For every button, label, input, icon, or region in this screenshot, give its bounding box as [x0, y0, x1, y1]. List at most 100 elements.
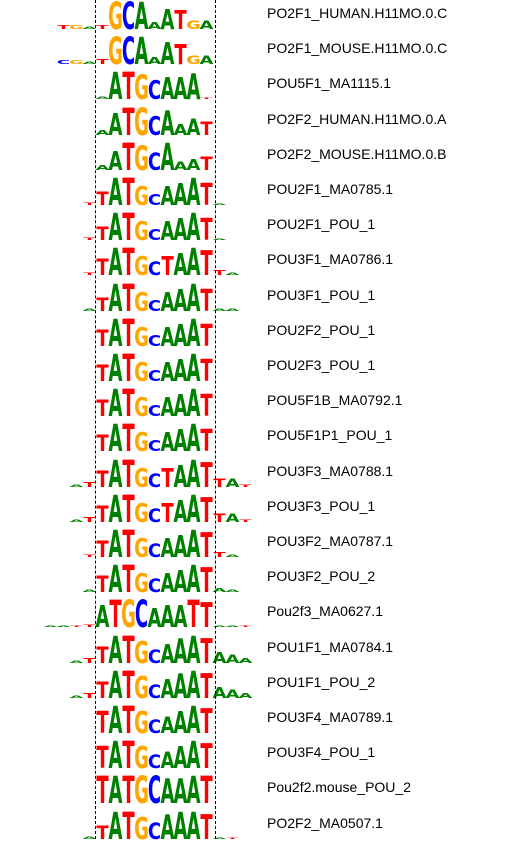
- logo-letter-A: A: [83, 307, 97, 311]
- logo-letter-A: A: [161, 774, 175, 809]
- logo-letter-T: T: [83, 656, 96, 665]
- logo-letter-T: T: [122, 810, 134, 845]
- motif-row: A T T A T G C A A A T A A A POU1F1_MA0784.1: [0, 634, 530, 669]
- logo-letter-A: A: [226, 687, 240, 700]
- logo-letter-A: A: [96, 163, 110, 172]
- logo-letter-C: C: [148, 403, 161, 420]
- logo-letter-C: C: [148, 646, 161, 667]
- motif-row: T T A T G C A A A T A POU2F1_POU_1: [0, 211, 530, 246]
- logo-letter-A: A: [187, 211, 201, 246]
- logo-letter-G: G: [134, 323, 149, 352]
- logo-letter-A: A: [174, 121, 188, 138]
- logo-letter-A: A: [161, 358, 175, 387]
- logo-letter-A: A: [187, 704, 201, 739]
- motif-row: A T T A T G C T A A T T A T POU3F3_MA0788.1: [0, 458, 530, 493]
- logo-letter-A: A: [161, 217, 175, 246]
- motif-name: PO2F2_MOUSE.H11MO.0.B: [267, 145, 447, 162]
- motif-name: POU2F1_MA0785.1: [267, 181, 394, 197]
- logo-letter-T: T: [122, 704, 134, 739]
- logo-letter-T: T: [239, 519, 251, 523]
- motif-name: POU5F1_MA1115.1: [267, 75, 391, 92]
- logo-letter-G: G: [134, 287, 149, 316]
- logo-letter-G: G: [134, 774, 149, 809]
- logo-letter-A: A: [187, 176, 201, 211]
- logo-letter-A: A: [174, 424, 188, 458]
- motif-row: T T A T G C A A A T T A POU3F2_MA0787.1: [0, 528, 530, 563]
- logo-letter-T: T: [122, 176, 134, 211]
- logo-letter-A: A: [187, 810, 201, 845]
- logo-letter-A: A: [161, 36, 175, 70]
- logo-letter-G: G: [134, 393, 149, 422]
- logo-letter-A: A: [200, 19, 214, 32]
- motif-row: A A T G C A A A T POU5F1_MA1115.1: [0, 70, 530, 105]
- logo-letter-A: A: [96, 600, 110, 634]
- logo-letter-T: T: [83, 480, 96, 489]
- logo-letter-T: T: [122, 352, 134, 387]
- logo-letter-T: T: [161, 463, 174, 492]
- logo-letter-A: A: [213, 626, 227, 628]
- logo-letter-A: A: [70, 483, 84, 487]
- logo-letter-C: C: [148, 76, 161, 105]
- logo-letter-T: T: [200, 388, 212, 422]
- motif-name: POU2F3_POU_1: [267, 357, 376, 373]
- logo-letter-A: A: [187, 528, 201, 563]
- motif-name: Pou2f2.mouse_POU_2: [267, 779, 411, 796]
- logo-letter-A: A: [161, 639, 175, 668]
- logo-letter-A: A: [187, 458, 201, 493]
- motif-name: POU3F2_POU_2: [267, 568, 376, 585]
- logo-letter-A: A: [109, 246, 123, 281]
- logo-letter-T: T: [109, 598, 121, 633]
- logo-letter-T: T: [96, 24, 110, 30]
- logo-letter-T: T: [96, 360, 108, 386]
- logo-letter-T: T: [187, 598, 199, 633]
- logo-letter-A: A: [161, 323, 175, 352]
- motif-row: A A T G C A A A T PO2F2_MOUSE.H11MO.0.B: [0, 141, 530, 176]
- logo-letter-T: T: [96, 294, 109, 315]
- motif-row: A A T G C A A A T PO2F2_HUMAN.H11MO.0.A: [0, 106, 530, 141]
- logo-letter-G: G: [134, 705, 149, 739]
- logo-letter-G: G: [134, 70, 149, 105]
- logo-letter-A: A: [148, 21, 163, 31]
- logo-letter-T: T: [96, 536, 108, 562]
- motif-name: Pou2f3_MA0627.1: [267, 603, 383, 620]
- logo-letter-A: A: [174, 353, 188, 387]
- logo-letter-G: G: [108, 0, 123, 35]
- logo-letter-A: A: [187, 739, 201, 774]
- logo-letter-A: A: [187, 246, 201, 281]
- logo-letter-T: T: [122, 493, 134, 528]
- logo-letter-T: T: [200, 774, 212, 809]
- logo-letter-A: A: [70, 659, 84, 663]
- logo-letter-A: A: [187, 774, 201, 809]
- logo-letter-A: A: [109, 352, 123, 387]
- logo-letter-A: A: [174, 388, 188, 422]
- logo-letter-A: A: [57, 626, 71, 628]
- logo-letter-A: A: [239, 656, 253, 665]
- logo-letter-A: A: [109, 211, 123, 246]
- logo-letter-A: A: [109, 528, 123, 563]
- logo-letter-C: C: [148, 470, 161, 491]
- logo-letter-T: T: [122, 70, 134, 105]
- logo-letter-T: T: [83, 515, 96, 524]
- motif-name: POU2F1_POU_1: [267, 216, 376, 233]
- motif-name: POU5F1B_MA0792.1: [267, 392, 403, 409]
- logo-letter-C: C: [122, 0, 135, 35]
- logo-letter-C: C: [148, 332, 161, 349]
- motif-name: POU3F3_POU_1: [267, 497, 376, 514]
- logo-letter-A: A: [174, 600, 188, 634]
- logo-letter-A: A: [187, 422, 201, 457]
- logo-letter-A: A: [148, 56, 163, 66]
- logo-letter-T: T: [122, 387, 134, 422]
- logo-letter-T: T: [239, 483, 251, 487]
- logo-letter-A: A: [174, 529, 188, 563]
- logo-letter-G: G: [134, 499, 149, 528]
- logo-letter-T: T: [200, 118, 213, 139]
- motif-row: A T A T G C A A A T A T PO2F2_MA0507.1: [0, 810, 530, 845]
- logo-letter-T: T: [83, 272, 95, 276]
